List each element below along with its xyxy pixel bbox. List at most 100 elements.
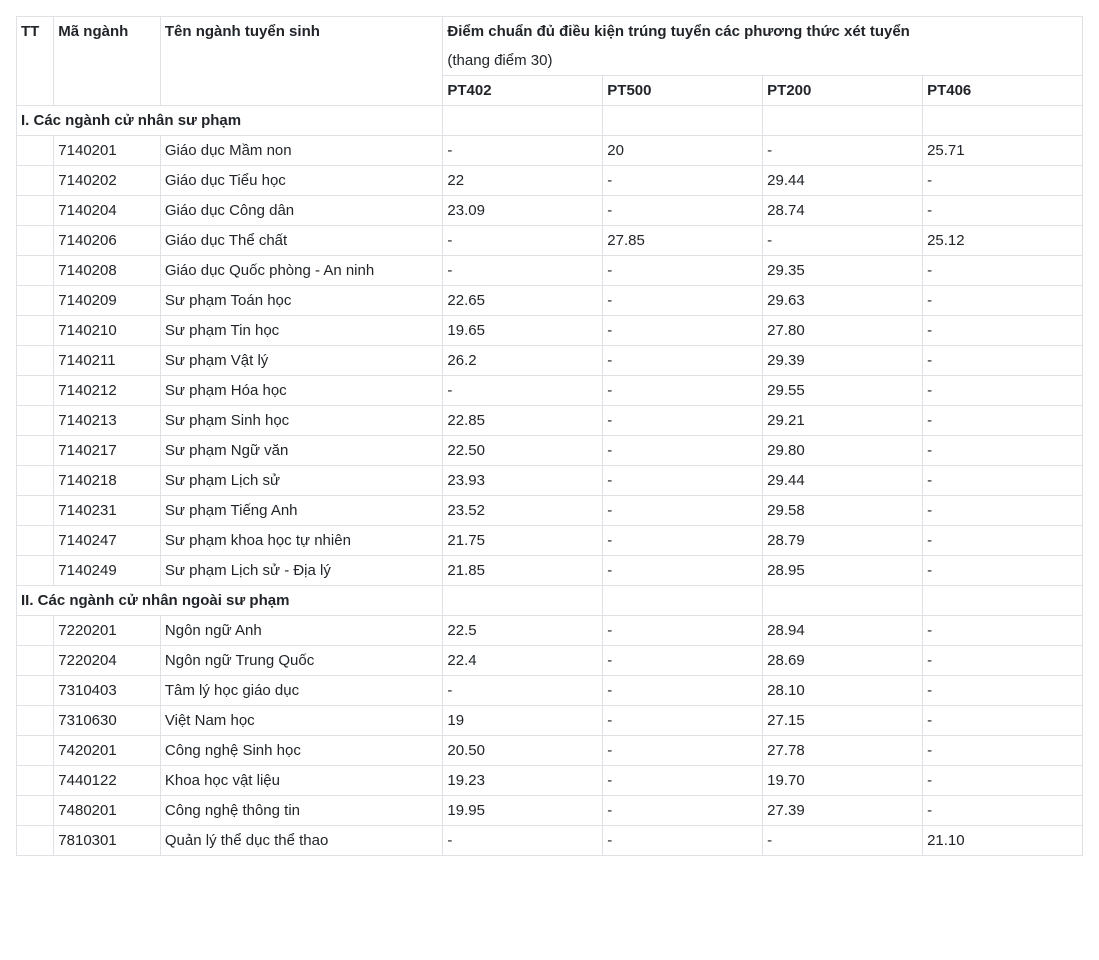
cell-pt402: 22.50: [443, 436, 603, 466]
header-pt500: PT500: [603, 76, 763, 106]
cell-pt406: -: [923, 766, 1083, 796]
cell-tt: [17, 346, 54, 376]
cell-name: Sư phạm Toán học: [160, 286, 443, 316]
cell-code: 7140218: [54, 466, 161, 496]
cell-pt402: 21.85: [443, 556, 603, 586]
cell-code: 7440122: [54, 766, 161, 796]
cell-tt: [17, 736, 54, 766]
cell-name: Sư phạm Vật lý: [160, 346, 443, 376]
cell-tt: [17, 376, 54, 406]
header-score-group: Điểm chuẩn đủ điều kiện trúng tuyển các …: [443, 17, 1083, 47]
cell-pt500: -: [603, 616, 763, 646]
table-row: 7420201Công nghệ Sinh học20.50-27.78-: [17, 736, 1083, 766]
cell-pt406: -: [923, 166, 1083, 196]
cell-code: 7140247: [54, 526, 161, 556]
table-row: 7140208Giáo dục Quốc phòng - An ninh--29…: [17, 256, 1083, 286]
table-row: 7140213Sư phạm Sinh học22.85-29.21-: [17, 406, 1083, 436]
cell-pt406: -: [923, 376, 1083, 406]
cell-code: 7140249: [54, 556, 161, 586]
table-row: 7140202Giáo dục Tiểu học22-29.44-: [17, 166, 1083, 196]
cell-code: 7140206: [54, 226, 161, 256]
table-row: 7310403Tâm lý học giáo dục--28.10-: [17, 676, 1083, 706]
cell-tt: [17, 526, 54, 556]
cell-name: Sư phạm Tiếng Anh: [160, 496, 443, 526]
cell-name: Giáo dục Công dân: [160, 196, 443, 226]
cell-pt200: 19.70: [763, 766, 923, 796]
cell-pt200: 29.21: [763, 406, 923, 436]
cell-pt402: 22.65: [443, 286, 603, 316]
cell-tt: [17, 406, 54, 436]
cell-code: 7310403: [54, 676, 161, 706]
cell-code: 7140208: [54, 256, 161, 286]
cell-pt200: -: [763, 136, 923, 166]
cell-code: 7140211: [54, 346, 161, 376]
cell-pt402: 19.65: [443, 316, 603, 346]
cell-pt200: 28.10: [763, 676, 923, 706]
cell-pt200: 29.39: [763, 346, 923, 376]
cell-name: Công nghệ thông tin: [160, 796, 443, 826]
header-score-note: (thang điểm 30): [443, 46, 1083, 76]
cell-tt: [17, 436, 54, 466]
cell-pt402: 22: [443, 166, 603, 196]
cell-pt200: 29.58: [763, 496, 923, 526]
cell-pt500: -: [603, 526, 763, 556]
table-row: 7220201Ngôn ngữ Anh22.5-28.94-: [17, 616, 1083, 646]
cell-pt500: -: [603, 256, 763, 286]
cell-tt: [17, 766, 54, 796]
empty-cell: [763, 586, 923, 616]
cell-pt402: -: [443, 676, 603, 706]
table-row: 7140209Sư phạm Toán học22.65-29.63-: [17, 286, 1083, 316]
cell-pt402: 22.4: [443, 646, 603, 676]
table-row: 7810301Quản lý thể dục thể thao---21.10: [17, 826, 1083, 856]
cell-pt402: 19.95: [443, 796, 603, 826]
cell-code: 7140202: [54, 166, 161, 196]
cell-pt500: -: [603, 196, 763, 226]
cell-name: Quản lý thể dục thể thao: [160, 826, 443, 856]
cell-name: Giáo dục Mầm non: [160, 136, 443, 166]
cell-pt200: 29.63: [763, 286, 923, 316]
cell-pt200: 27.39: [763, 796, 923, 826]
cell-tt: [17, 796, 54, 826]
cell-pt200: 29.55: [763, 376, 923, 406]
cell-pt500: -: [603, 436, 763, 466]
cell-pt402: 26.2: [443, 346, 603, 376]
cell-pt500: -: [603, 706, 763, 736]
table-row: 7140249Sư phạm Lịch sử - Địa lý21.85-28.…: [17, 556, 1083, 586]
section-title-cell: I. Các ngành cử nhân sư phạm: [17, 106, 443, 136]
cell-pt200: -: [763, 826, 923, 856]
cell-pt500: -: [603, 766, 763, 796]
cell-pt500: -: [603, 286, 763, 316]
cell-tt: [17, 196, 54, 226]
empty-cell: [603, 586, 763, 616]
cell-pt402: 20.50: [443, 736, 603, 766]
cell-pt406: -: [923, 796, 1083, 826]
cell-pt402: 19.23: [443, 766, 603, 796]
cell-tt: [17, 166, 54, 196]
cell-name: Khoa học vật liệu: [160, 766, 443, 796]
cell-tt: [17, 706, 54, 736]
cell-pt402: 21.75: [443, 526, 603, 556]
cell-pt200: 29.80: [763, 436, 923, 466]
empty-cell: [603, 106, 763, 136]
cell-tt: [17, 286, 54, 316]
cell-code: 7220201: [54, 616, 161, 646]
cell-name: Ngôn ngữ Trung Quốc: [160, 646, 443, 676]
cell-name: Công nghệ Sinh học: [160, 736, 443, 766]
cell-name: Sư phạm Lịch sử: [160, 466, 443, 496]
cell-pt402: -: [443, 136, 603, 166]
table-row: 7140206Giáo dục Thể chất-27.85-25.12: [17, 226, 1083, 256]
empty-cell: [443, 586, 603, 616]
cell-pt406: -: [923, 646, 1083, 676]
cell-pt500: -: [603, 646, 763, 676]
cell-tt: [17, 646, 54, 676]
cell-pt406: -: [923, 556, 1083, 586]
section-title-cell: II. Các ngành cử nhân ngoài sư phạm: [17, 586, 443, 616]
cell-pt402: -: [443, 256, 603, 286]
cell-code: 7480201: [54, 796, 161, 826]
admission-scores-table: TT Mã ngành Tên ngành tuyển sinh Điểm ch…: [16, 16, 1083, 856]
cell-pt200: 28.69: [763, 646, 923, 676]
empty-cell: [923, 586, 1083, 616]
cell-pt200: 28.95: [763, 556, 923, 586]
cell-tt: [17, 466, 54, 496]
cell-code: 7140231: [54, 496, 161, 526]
